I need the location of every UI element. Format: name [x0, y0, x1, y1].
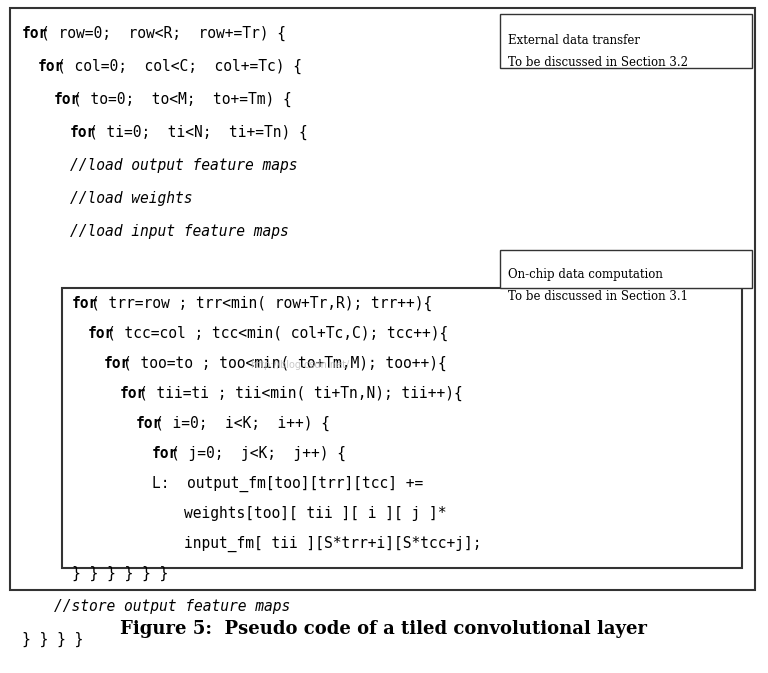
Text: http://blog.csdn.net/: http://blog.csdn.net/: [250, 360, 349, 370]
Text: ( ti=0;  ti<N;  ti+=Tn) {: ( ti=0; ti<N; ti+=Tn) {: [89, 125, 308, 140]
Text: for: for: [70, 125, 96, 140]
Text: //load output feature maps: //load output feature maps: [70, 158, 297, 173]
Text: L:  output_fm[too][trr][tcc] +=: L: output_fm[too][trr][tcc] +=: [152, 476, 423, 492]
Bar: [500, 250, 752, 288]
Text: ( j=0;  j<K;  j++) {: ( j=0; j<K; j++) {: [171, 446, 346, 461]
Text: for: for: [88, 326, 114, 341]
Text: } } } } } }: } } } } } }: [72, 566, 168, 581]
Text: On-chip data computation: On-chip data computation: [508, 268, 663, 281]
Text: //store output feature maps: //store output feature maps: [54, 599, 290, 614]
Text: ( tcc=col ; tcc<min( col+Tc,C); tcc++){: ( tcc=col ; tcc<min( col+Tc,C); tcc++){: [107, 326, 449, 341]
Text: Figure 5:  Pseudo code of a tiled convolutional layer: Figure 5: Pseudo code of a tiled convolu…: [121, 620, 647, 638]
Text: To be discussed in Section 3.2: To be discussed in Section 3.2: [508, 56, 688, 69]
Text: } } } }: } } } }: [22, 632, 83, 647]
Text: ( col=0;  col<C;  col+=Tc) {: ( col=0; col<C; col+=Tc) {: [57, 59, 302, 74]
Text: To be discussed in Section 3.1: To be discussed in Section 3.1: [508, 290, 688, 303]
Text: ( too=to ; too<min( to+Tm,M); too++){: ( too=to ; too<min( to+Tm,M); too++){: [123, 356, 447, 371]
Text: for: for: [38, 59, 65, 74]
Text: for: for: [72, 296, 98, 311]
Text: for: for: [22, 26, 48, 41]
Text: ( row=0;  row<R;  row+=Tr) {: ( row=0; row<R; row+=Tr) {: [41, 26, 286, 41]
Text: weights[too][ tii ][ i ][ j ]*: weights[too][ tii ][ i ][ j ]*: [184, 506, 446, 521]
Text: ( i=0;  i<K;  i++) {: ( i=0; i<K; i++) {: [155, 416, 330, 431]
Bar: [500, 14, 752, 68]
Text: input_fm[ tii ][S*trr+i][S*tcc+j];: input_fm[ tii ][S*trr+i][S*tcc+j];: [184, 536, 482, 553]
Text: for: for: [136, 416, 162, 431]
Bar: [62, 288, 742, 568]
Text: for: for: [152, 446, 178, 461]
Text: //load input feature maps: //load input feature maps: [70, 224, 289, 239]
Bar: [10, 8, 755, 590]
Text: ( to=0;  to<M;  to+=Tm) {: ( to=0; to<M; to+=Tm) {: [73, 92, 292, 107]
Text: for: for: [104, 356, 131, 371]
Text: ( trr=row ; trr<min( row+Tr,R); trr++){: ( trr=row ; trr<min( row+Tr,R); trr++){: [91, 296, 432, 311]
Text: //load weights: //load weights: [70, 191, 193, 206]
Text: for: for: [120, 386, 146, 401]
Text: External data transfer: External data transfer: [508, 34, 640, 47]
Text: ( tii=ti ; tii<min( ti+Tn,N); tii++){: ( tii=ti ; tii<min( ti+Tn,N); tii++){: [139, 386, 462, 401]
Text: for: for: [54, 92, 80, 107]
